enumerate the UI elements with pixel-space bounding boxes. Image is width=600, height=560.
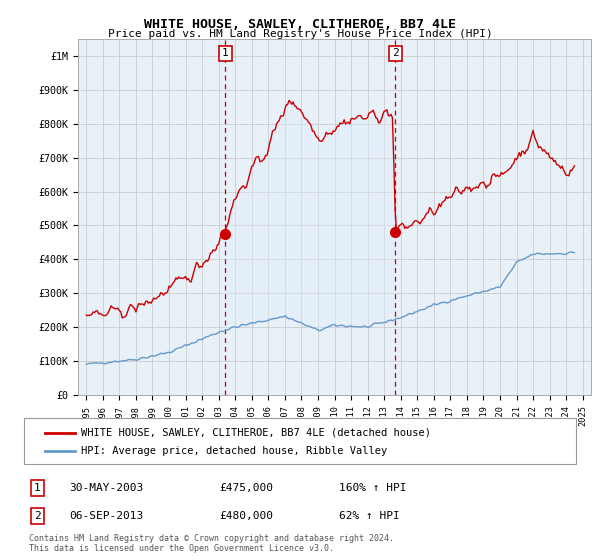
Text: HPI: Average price, detached house, Ribble Valley: HPI: Average price, detached house, Ribb… xyxy=(81,446,387,456)
Text: £475,000: £475,000 xyxy=(219,483,273,493)
Text: WHITE HOUSE, SAWLEY, CLITHEROE, BB7 4LE: WHITE HOUSE, SAWLEY, CLITHEROE, BB7 4LE xyxy=(144,18,456,31)
Text: £480,000: £480,000 xyxy=(219,511,273,521)
Text: WHITE HOUSE, SAWLEY, CLITHEROE, BB7 4LE (detached house): WHITE HOUSE, SAWLEY, CLITHEROE, BB7 4LE … xyxy=(81,428,431,438)
Text: 160% ↑ HPI: 160% ↑ HPI xyxy=(339,483,407,493)
Text: 06-SEP-2013: 06-SEP-2013 xyxy=(69,511,143,521)
Text: 2: 2 xyxy=(392,48,399,58)
Text: 2: 2 xyxy=(34,511,41,521)
Text: 30-MAY-2003: 30-MAY-2003 xyxy=(69,483,143,493)
Text: Contains HM Land Registry data © Crown copyright and database right 2024.
This d: Contains HM Land Registry data © Crown c… xyxy=(29,534,394,553)
Text: Price paid vs. HM Land Registry's House Price Index (HPI): Price paid vs. HM Land Registry's House … xyxy=(107,29,493,39)
Text: 1: 1 xyxy=(222,48,229,58)
Text: 1: 1 xyxy=(34,483,41,493)
Text: 62% ↑ HPI: 62% ↑ HPI xyxy=(339,511,400,521)
